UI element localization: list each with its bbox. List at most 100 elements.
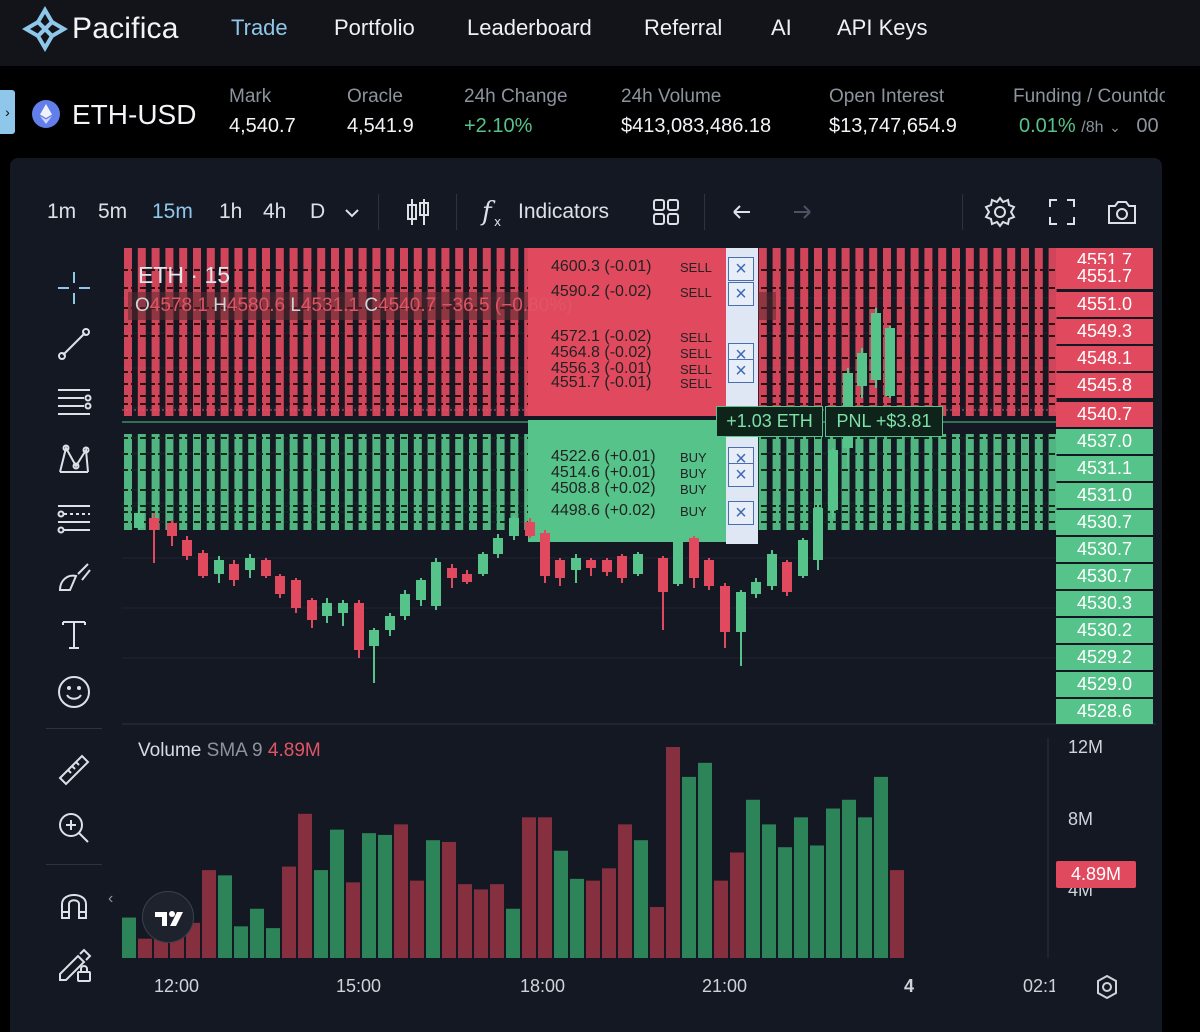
volume-bar <box>586 880 600 958</box>
sell-order-stripe <box>137 248 146 416</box>
open-label: O <box>135 295 150 316</box>
layout-grid-icon[interactable] <box>648 194 684 230</box>
order-row-label[interactable]: 4522.6 (+0.01) <box>551 448 656 465</box>
order-row-label[interactable]: 4600.3 (-0.01) <box>551 258 652 275</box>
pattern-icon[interactable] <box>54 440 94 480</box>
order-row-label[interactable]: 4590.2 (-0.02) <box>551 283 652 300</box>
axis-settings-icon[interactable] <box>1094 974 1120 1000</box>
buy-order-stripe <box>179 434 188 530</box>
pacifica-logo-icon[interactable] <box>22 6 68 52</box>
cancel-order-button[interactable]: × <box>728 463 754 487</box>
interval-15m[interactable]: 15m <box>152 200 193 223</box>
volume-bar <box>778 847 792 958</box>
position-pnl-tag[interactable]: PNL +$3.81 <box>825 406 943 437</box>
indicators-button[interactable]: Indicators <box>518 200 610 223</box>
candle <box>431 562 441 606</box>
chart-canvas[interactable] <box>10 158 1162 1032</box>
candle-type-icon[interactable] <box>400 194 436 230</box>
settings-gear-icon[interactable] <box>982 194 1018 230</box>
fib-tool-icon[interactable] <box>54 498 94 538</box>
tradingview-logo[interactable] <box>142 891 194 943</box>
magnet-icon[interactable] <box>54 886 94 926</box>
candle <box>149 518 159 530</box>
expand-sidebar-button[interactable]: › <box>0 90 15 134</box>
sell-order-stripe <box>220 248 229 416</box>
funding-period[interactable]: /8h <box>1081 119 1104 136</box>
camera-icon[interactable] <box>1104 194 1140 230</box>
sell-order-stripe <box>441 248 450 416</box>
horizontal-lines-icon[interactable] <box>54 382 94 422</box>
emoji-icon[interactable] <box>54 672 94 712</box>
candle <box>633 554 643 574</box>
order-row-label[interactable]: 4514.6 (+0.01) <box>551 464 656 481</box>
interval-4h[interactable]: 4h <box>263 200 287 223</box>
volume-bar <box>858 817 872 958</box>
volume-legend: Volume SMA 9 4.89M <box>138 740 321 762</box>
candle <box>509 518 519 536</box>
candle <box>493 538 503 554</box>
function-icon[interactable]: f x <box>476 194 512 230</box>
ruler-icon[interactable] <box>54 750 94 790</box>
nav-trade[interactable]: Trade <box>231 15 288 40</box>
order-row-label[interactable]: 4564.8 (-0.02) <box>551 344 652 361</box>
candle <box>322 603 332 616</box>
sell-order-stripe <box>469 248 477 416</box>
buy-order-stripe <box>786 434 795 530</box>
candle <box>689 538 699 578</box>
redo-icon[interactable] <box>784 194 820 230</box>
order-row-label[interactable]: 4556.3 (-0.01) <box>551 360 652 377</box>
volume-bar <box>826 808 840 958</box>
candle <box>525 522 535 536</box>
interval-1m[interactable]: 1m <box>47 200 77 223</box>
nav-referral[interactable]: Referral <box>644 15 723 40</box>
buy-order-stripe <box>248 434 257 530</box>
candle <box>447 568 457 578</box>
ohlc-legend: O4578.1 H4580.6 L4531.1 C4540.7 −36.5 (−… <box>135 295 572 317</box>
buy-order-stripe <box>896 434 905 530</box>
cancel-order-button[interactable]: × <box>728 282 754 306</box>
pair-selector[interactable]: ETH-USD <box>72 99 197 130</box>
top-nav: Pacifica Trade Portfolio Leaderboard Ref… <box>0 0 1200 66</box>
cancel-order-button[interactable]: × <box>728 359 754 383</box>
trend-line-icon[interactable] <box>54 324 94 364</box>
interval-d[interactable]: D <box>310 200 326 223</box>
volume-bar <box>330 829 344 958</box>
brush-icon[interactable] <box>54 556 94 596</box>
undo-icon[interactable] <box>724 194 760 230</box>
candle <box>167 523 177 536</box>
order-row-label[interactable]: 4572.1 (-0.02) <box>551 328 652 345</box>
funding-label: Funding / Countdown <box>1013 86 1165 107</box>
order-row-label[interactable]: 4551.7 (-0.01) <box>551 374 652 391</box>
volume-bar <box>234 926 248 958</box>
order-row-label[interactable]: 4508.8 (+0.02) <box>551 480 656 497</box>
volume-bar <box>634 840 648 958</box>
buy-order-stripe <box>151 434 160 530</box>
change-label: 24h Change <box>464 86 568 107</box>
position-size-tag[interactable]: +1.03 ETH <box>716 406 823 437</box>
chevron-down-icon[interactable]: ⌄ <box>1109 119 1121 135</box>
interval-1h[interactable]: 1h <box>219 200 243 223</box>
low-label: L <box>290 295 301 316</box>
interval-5m[interactable]: 5m <box>98 200 128 223</box>
nav-portfolio[interactable]: Portfolio <box>334 15 415 40</box>
nav-api-keys[interactable]: API Keys <box>837 15 928 40</box>
candle <box>229 564 239 580</box>
price-label-buy: 4530.2 <box>1056 618 1153 643</box>
nav-leaderboard[interactable]: Leaderboard <box>467 15 592 40</box>
sell-order-stripe <box>482 248 491 416</box>
cancel-order-button[interactable]: × <box>728 257 754 281</box>
fullscreen-icon[interactable] <box>1044 194 1080 230</box>
funding-label-clip: Funding / Countdown <box>1013 86 1165 108</box>
interval-chevron-down-icon[interactable] <box>340 194 364 230</box>
zoom-in-icon[interactable] <box>54 808 94 848</box>
text-tool-icon[interactable] <box>54 614 94 654</box>
cancel-order-button[interactable]: × <box>728 501 754 525</box>
crosshair-icon[interactable] <box>54 268 94 308</box>
volume-bar <box>298 813 312 958</box>
brand-name[interactable]: Pacifica <box>72 12 179 45</box>
buy-order-stripe <box>137 434 146 530</box>
collapse-toolbar-icon[interactable]: ‹ <box>108 890 114 907</box>
lock-drawings-icon[interactable] <box>54 944 94 984</box>
nav-ai[interactable]: AI <box>771 15 792 40</box>
order-row-label[interactable]: 4498.6 (+0.02) <box>551 502 656 519</box>
